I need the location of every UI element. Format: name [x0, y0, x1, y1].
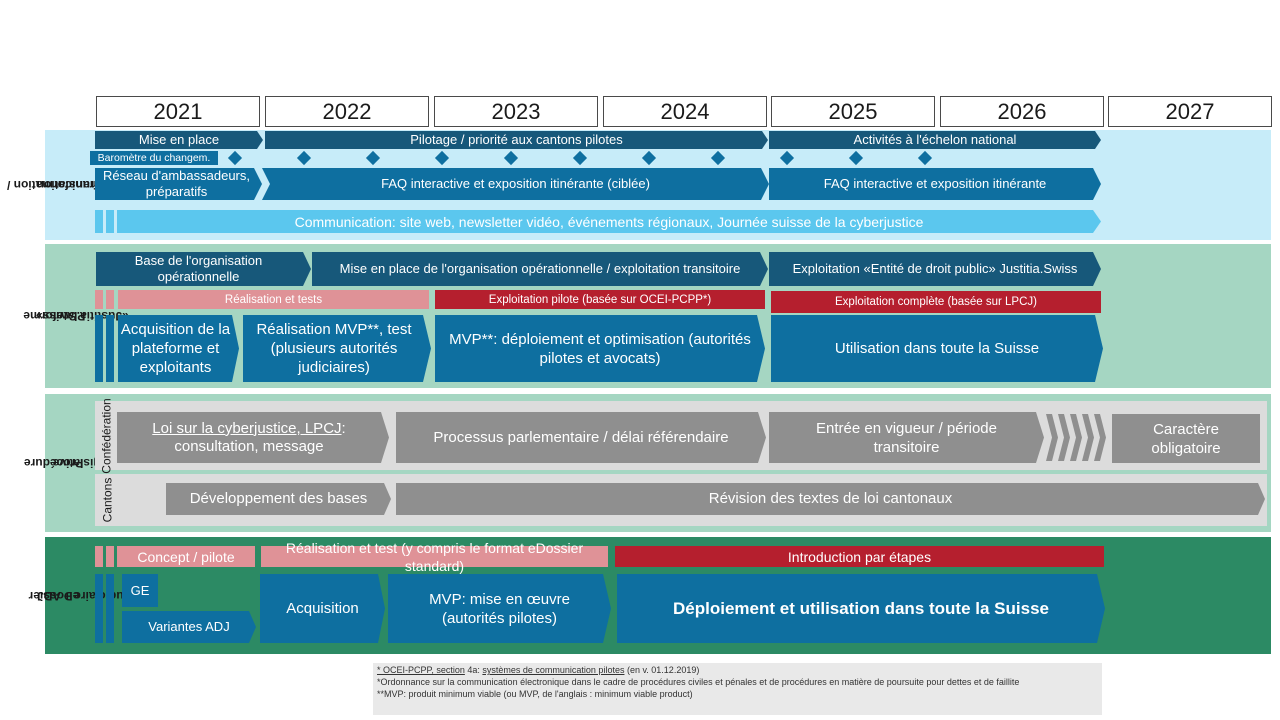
realisation-stub: [106, 290, 114, 309]
concept-stub: [106, 546, 114, 567]
cantons-label: Cantons: [100, 477, 115, 523]
year-2024: 2024: [603, 96, 767, 127]
year-2022: 2022: [265, 96, 429, 127]
footnotes: * OCEI-PCPP, section 4a: systèmes de com…: [373, 663, 1102, 715]
communication-stub: [95, 210, 103, 233]
exploitation-entite-bar: Exploitation «Entité de droit public» Ju…: [769, 252, 1101, 286]
acquisition-edossier-bar: Acquisition: [260, 574, 385, 643]
confederation-label: Confédération: [100, 397, 115, 474]
year-2025: 2025: [771, 96, 935, 127]
platform-stub: [106, 315, 114, 382]
ge-bar: GE: [122, 574, 158, 607]
base-org-bar: Base de l'organisation opérationnelle: [96, 252, 311, 286]
faq-ciblee-bar: FAQ interactive et exposition itinérante…: [262, 168, 769, 200]
realisation-mvp-bar: Réalisation MVP**, test (plusieurs autor…: [243, 315, 431, 382]
year-2026: 2026: [940, 96, 1104, 127]
year-2023: 2023: [434, 96, 598, 127]
communication-bar: Communication: site web, newsletter vidé…: [117, 210, 1101, 233]
edossier-label: eDossier judiciaire + ADJ: [28, 588, 127, 603]
pilotage-bar: Pilotage / priorité aux cantons pilotes: [265, 131, 768, 149]
chevron-arrow-icon: [1070, 414, 1082, 461]
revision-bar: Révision des textes de loi cantonaux: [396, 483, 1265, 515]
edossier-stub: [106, 574, 114, 643]
mvp-edossier-bar: MVP: mise en œuvre (autorités pilotes): [388, 574, 611, 643]
chevron-arrow-icon: [1046, 414, 1058, 461]
communication-stub: [106, 210, 114, 233]
deploiement-bar: Déploiement et utilisation dans toute la…: [617, 574, 1105, 643]
variantes-adj-bar: Variantes ADJ: [122, 611, 256, 643]
introduction-bar: Introduction par étapes: [615, 546, 1104, 567]
exploitation-pilote-bar: Exploitation pilote (basée sur OCEI-PCPP…: [435, 290, 765, 309]
realisation-stub: [95, 290, 103, 309]
barometre-bar: Baromètre du changem.: [90, 151, 218, 165]
mise-en-place-org-bar: Mise en place de l'organisation opératio…: [312, 252, 768, 286]
lpcj-link[interactable]: Loi sur la cyberjustice, LPCJ: [152, 419, 342, 437]
platform-stub: [95, 315, 103, 382]
footnote-2: *Ordonnance sur la communication électro…: [377, 677, 1020, 687]
chevron-arrow-icon: [1082, 414, 1094, 461]
chevron-arrow-icon: [1094, 414, 1106, 461]
faq-bar: FAQ interactive et exposition itinérante: [769, 168, 1101, 200]
processus-bar: Processus parlementaire / délai référend…: [396, 412, 766, 463]
caractere-bar: Caractère obligatoire: [1112, 414, 1260, 463]
procedure-label: Procédure législative: [24, 456, 112, 470]
reseau-bar: Réseau d'ambassadeurs, préparatifs: [95, 168, 262, 200]
concept-bar: Concept / pilote: [117, 546, 255, 567]
mise-en-place-bar: Mise en place: [95, 131, 263, 149]
exploitation-complete-bar: Exploitation complète (basée sur LPCJ): [771, 291, 1101, 313]
year-2021: 2021: [96, 96, 260, 127]
plateforme-label: Plateforme «Justitia.Swiss»: [22, 309, 129, 323]
developpement-bar: Développement des bases: [166, 483, 391, 515]
concept-stub: [95, 546, 103, 567]
footnote-1: * OCEI-PCPP, section 4a: systèmes de com…: [377, 665, 700, 675]
utilisation-bar: Utilisation dans toute la Suisse: [771, 315, 1103, 382]
acquisition-plateforme-bar: Acquisition de la plateforme et exploita…: [118, 315, 239, 382]
realisation-edossier-bar: Réalisation et test (y compris le format…: [261, 540, 608, 574]
transformation-label: Transformation / Communication: [7, 178, 128, 192]
activites-bar: Activités à l'échelon national: [769, 131, 1101, 149]
footnote-3: **MVP: produit minimum viable (ou MVP, d…: [377, 689, 693, 699]
mvp-deploiement-bar: MVP**: déploiement et optimisation (auto…: [435, 315, 765, 382]
realisation-tests-bar: Réalisation et tests: [118, 290, 429, 309]
entree-bar: Entrée en vigueur / période transitoire: [769, 412, 1044, 463]
chevron-arrow-icon: [1058, 414, 1070, 461]
year-2027: 2027: [1108, 96, 1272, 127]
lpcj-bar: Loi sur la cyberjustice, LPCJ: consultat…: [117, 412, 389, 463]
edossier-stub: [95, 574, 103, 643]
